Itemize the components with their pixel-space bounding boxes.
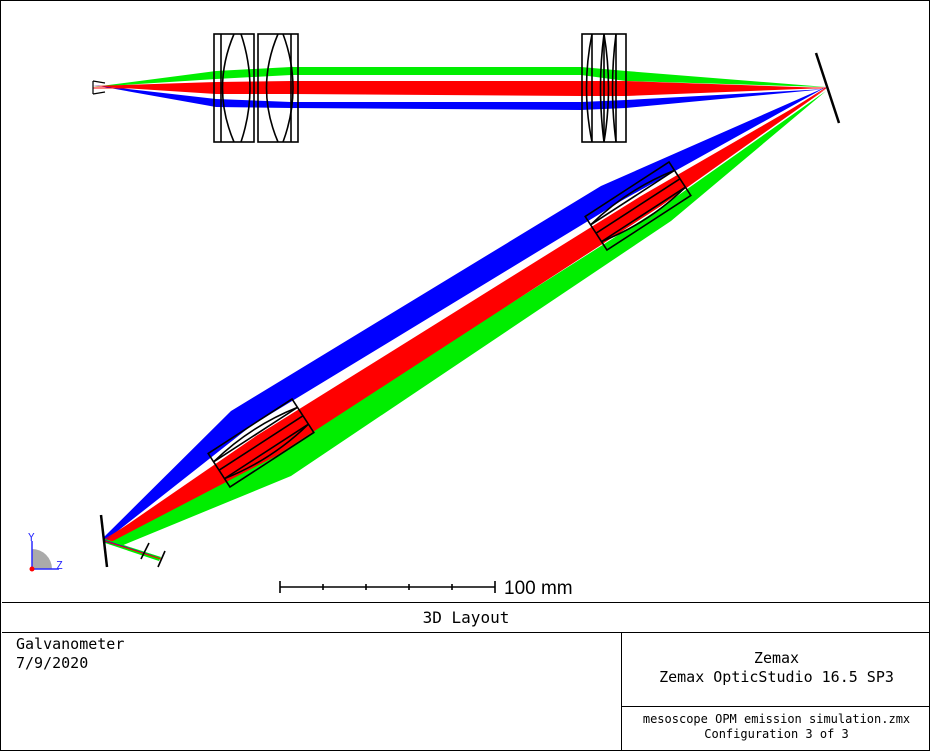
lens-group-4 bbox=[207, 397, 315, 489]
product-name: Zemax OpticStudio 16.5 SP3 bbox=[659, 668, 894, 686]
plot-title: 3D Layout bbox=[2, 602, 930, 633]
beam-top-blue bbox=[93, 85, 826, 110]
file-info-box: mesoscope OPM emission simulation.zmx Co… bbox=[622, 706, 930, 752]
axis-y-label: Y bbox=[28, 531, 35, 544]
beam-diagonal-axis bbox=[103, 87, 827, 541]
scale-bar bbox=[279, 581, 496, 593]
galvo-mirror bbox=[99, 514, 109, 568]
exit-element-2 bbox=[157, 550, 166, 568]
source-point bbox=[92, 80, 106, 95]
lens-group-1 bbox=[213, 33, 299, 143]
file-name: mesoscope OPM emission simulation.zmx bbox=[642, 712, 911, 726]
lens-group-2 bbox=[581, 33, 627, 143]
configuration-label: Configuration 3 of 3 bbox=[704, 727, 849, 741]
info-left-panel: Galvanometer 7/9/2020 bbox=[2, 632, 621, 751]
axes-triad: Y Z bbox=[28, 531, 63, 572]
info-right-panel: Zemax Zemax OpticStudio 16.5 SP3 mesosco… bbox=[621, 632, 930, 751]
scale-bar-label: 100 mm bbox=[504, 578, 573, 599]
beam-top-green bbox=[93, 67, 826, 87]
axis-z-label: Z bbox=[56, 559, 63, 572]
info-date: 7/9/2020 bbox=[16, 654, 89, 672]
layout-plot: Y Z 100 mm bbox=[28, 33, 841, 599]
lens-group-3 bbox=[584, 160, 692, 252]
company-name: Zemax bbox=[753, 649, 800, 667]
info-description: Galvanometer bbox=[16, 635, 125, 653]
exit-element-1 bbox=[140, 542, 150, 560]
fold-mirror-top bbox=[814, 52, 841, 124]
beam-diagonal-red bbox=[105, 89, 826, 542]
beam-exit bbox=[104, 539, 162, 561]
